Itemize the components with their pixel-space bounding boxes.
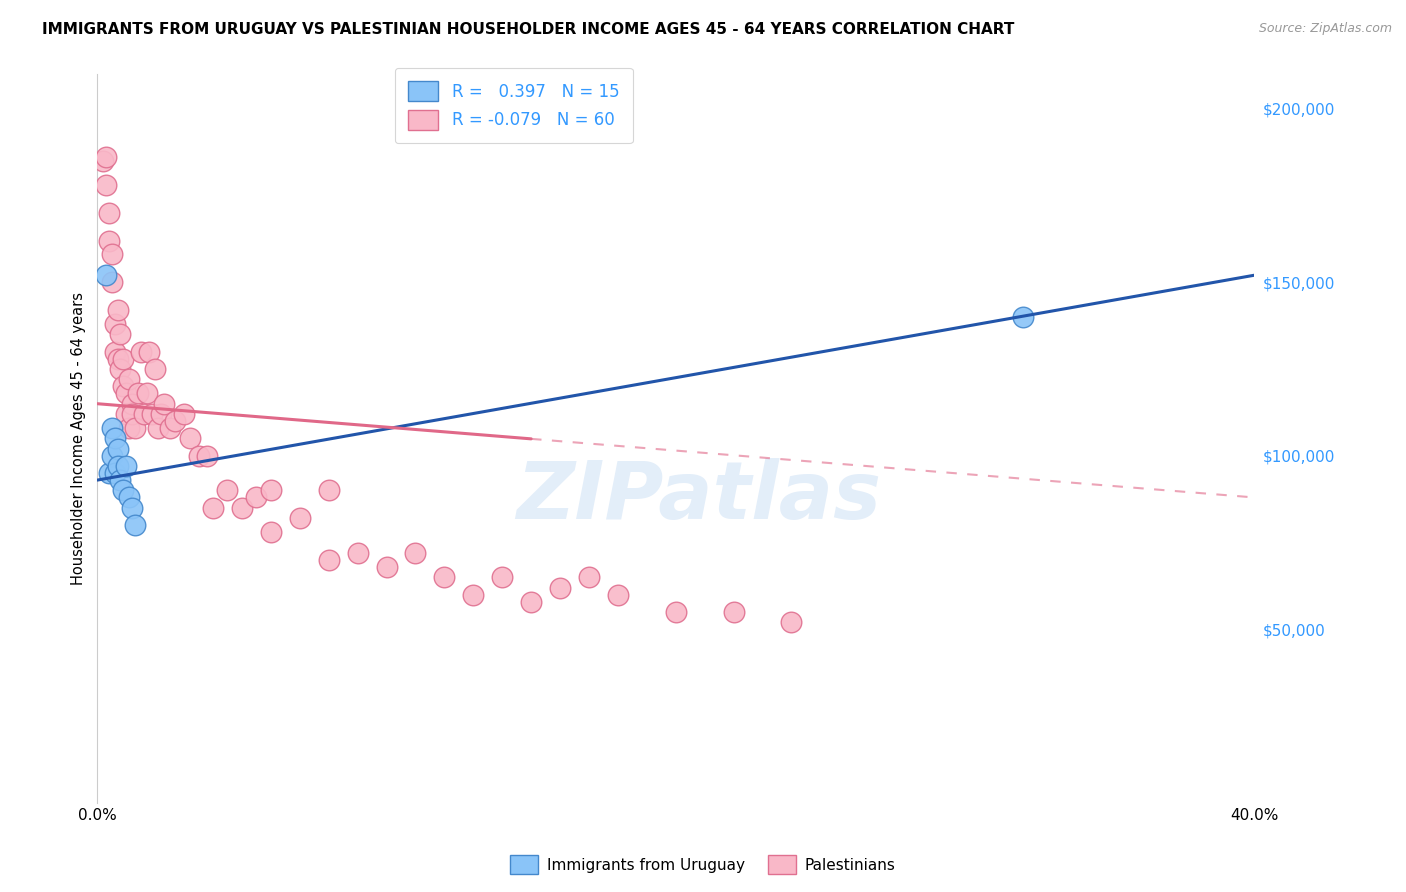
Point [548,581,571,595]
Point [491,570,513,584]
Point [118,372,141,386]
Point [107,442,129,456]
Point [101,247,124,261]
Y-axis label: Householder Income Ages 45 - 64 years: Householder Income Ages 45 - 64 years [72,292,86,585]
Point [121,407,143,421]
Point [94,268,117,283]
Point [141,407,163,421]
Point [124,518,146,533]
Point [101,275,124,289]
Point [110,362,132,376]
Point [187,449,209,463]
Point [107,459,129,474]
Point [260,525,283,540]
Point [520,594,543,608]
Point [112,351,135,366]
Point [404,546,426,560]
Point [118,421,141,435]
Point [104,344,127,359]
Point [132,407,155,421]
Text: Source: ZipAtlas.com: Source: ZipAtlas.com [1258,22,1392,36]
Point [165,414,187,428]
Point [578,570,600,584]
Point [91,153,114,168]
Point [115,386,138,401]
Point [288,511,311,525]
Point [375,560,398,574]
Point [780,615,803,630]
Point [463,588,485,602]
Point [318,483,340,498]
Point [107,303,129,318]
Point [159,421,181,435]
Legend: Immigrants from Uruguay, Palestinians: Immigrants from Uruguay, Palestinians [505,849,901,880]
Point [115,459,138,474]
Point [97,466,120,480]
Point [110,473,132,487]
Point [118,491,141,505]
Point [112,483,135,498]
Point [318,553,340,567]
Point [129,344,152,359]
Point [94,150,117,164]
Point [143,362,166,376]
Point [101,449,124,463]
Point [665,605,688,619]
Point [1011,310,1033,324]
Point [723,605,745,619]
Point [146,421,169,435]
Point [217,483,239,498]
Point [149,407,172,421]
Point [97,234,120,248]
Point [121,500,143,515]
Point [135,386,157,401]
Point [202,500,225,515]
Point [104,466,127,480]
Point [97,206,120,220]
Point [606,588,628,602]
Point [153,397,176,411]
Point [127,386,149,401]
Text: ZIPatlas: ZIPatlas [516,458,882,536]
Point [112,379,135,393]
Point [179,432,201,446]
Point [195,449,218,463]
Point [104,317,127,331]
Point [115,407,138,421]
Point [110,327,132,342]
Point [245,491,267,505]
Point [433,570,456,584]
Point [260,483,283,498]
Point [121,397,143,411]
Point [94,178,117,192]
Text: IMMIGRANTS FROM URUGUAY VS PALESTINIAN HOUSEHOLDER INCOME AGES 45 - 64 YEARS COR: IMMIGRANTS FROM URUGUAY VS PALESTINIAN H… [42,22,1015,37]
Point [101,421,124,435]
Point [124,421,146,435]
Point [346,546,368,560]
Point [138,344,160,359]
Legend: R =   0.397   N = 15, R = -0.079   N = 60: R = 0.397 N = 15, R = -0.079 N = 60 [395,68,633,144]
Point [104,432,127,446]
Point [173,407,195,421]
Point [107,351,129,366]
Point [231,500,253,515]
